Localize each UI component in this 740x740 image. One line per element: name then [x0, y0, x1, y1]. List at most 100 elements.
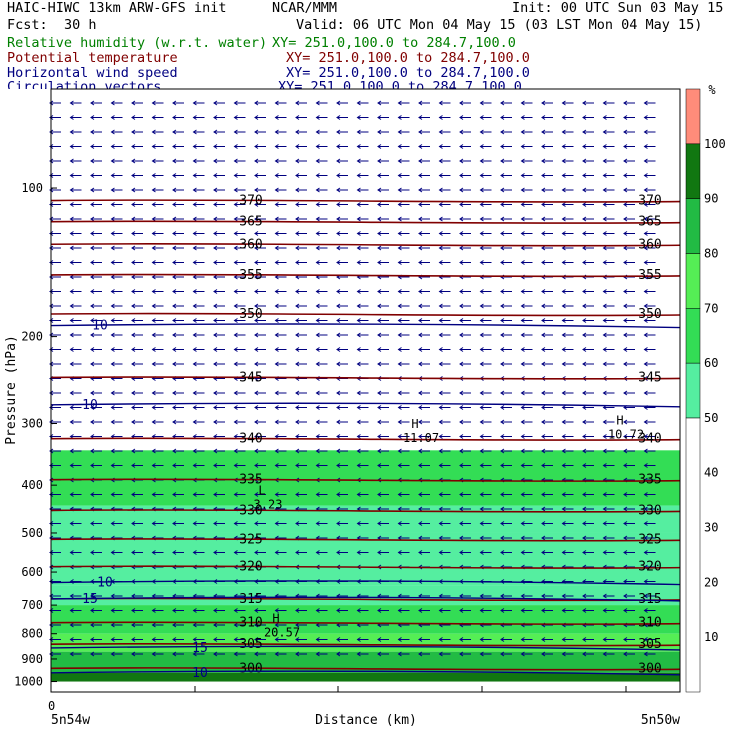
- wind-vector-head: [131, 448, 136, 454]
- theta-contour-label: 300: [638, 661, 661, 676]
- wind-vector-head: [110, 100, 115, 106]
- wind-vector-head: [623, 100, 628, 106]
- wind-vector-head: [500, 245, 505, 251]
- wind-vector-head: [192, 231, 197, 236]
- wind-vector-head: [418, 144, 423, 149]
- wind-vector-head: [172, 550, 177, 555]
- wind-vector-head: [213, 216, 218, 222]
- wind-vector-head: [233, 361, 238, 367]
- theta-contour-label: 360: [239, 237, 262, 252]
- wind-vector-head: [500, 289, 505, 294]
- wind-vector-head: [315, 637, 320, 642]
- wind-vector-head: [623, 637, 628, 642]
- wind-vector-head: [336, 115, 341, 120]
- wind-vector-head: [254, 260, 259, 265]
- wind-vector-head: [172, 144, 177, 149]
- wind-vector-head: [49, 637, 54, 642]
- wind-vector-head: [90, 173, 95, 178]
- wind-vector-head: [602, 550, 607, 555]
- theta-contour-label: 350: [239, 307, 262, 322]
- wind-vector-head: [295, 260, 300, 265]
- wind-vector-head: [90, 521, 95, 526]
- wind-vector-head: [315, 260, 320, 265]
- extremum-symbol: H: [616, 414, 623, 428]
- theta-contour-label: 355: [638, 268, 661, 283]
- theta-contour: [50, 220, 681, 224]
- wind-vector-head: [233, 303, 238, 309]
- wind-vector-head: [151, 361, 156, 367]
- wind-vector-head: [520, 158, 525, 164]
- theta-contour-label: 330: [239, 503, 262, 518]
- rh-region: [51, 532, 680, 586]
- wind-vector-head: [233, 173, 238, 178]
- wind-vector-head: [131, 521, 136, 526]
- y-tick-label: 900: [21, 652, 43, 666]
- wind-vector-head: [500, 506, 505, 512]
- wind-vector-head: [295, 434, 300, 439]
- wind-vector-head: [418, 187, 423, 193]
- wind-vector-head: [356, 318, 361, 323]
- wind-vector-head: [356, 129, 361, 135]
- wind-vector-head: [274, 651, 279, 657]
- theta-contour: [50, 273, 681, 278]
- wind-vector-head: [397, 448, 402, 454]
- wind-vector-head: [192, 332, 197, 338]
- wind-vector-head: [520, 173, 525, 178]
- wind-vector-head: [295, 245, 300, 251]
- wind-vector-head: [315, 231, 320, 236]
- theta-contour: [50, 478, 681, 483]
- wind-vector-head: [356, 361, 361, 367]
- wind-vector-head: [623, 651, 628, 657]
- wind-vector-head: [315, 187, 320, 193]
- wind-vector-head: [295, 216, 300, 222]
- wind-vector-head: [90, 129, 95, 135]
- wind-vector-head: [49, 434, 54, 439]
- wind-vector-head: [500, 202, 505, 207]
- wind-vector-head: [479, 405, 484, 410]
- wind-vector-head: [131, 318, 136, 323]
- wind-vector-head: [315, 332, 320, 338]
- wind-vector-head: [520, 405, 525, 410]
- wind-vector-head: [131, 405, 136, 410]
- wind-contour: [50, 580, 681, 586]
- wind-vector-head: [254, 216, 259, 222]
- wind-vector-head: [336, 100, 341, 106]
- wind-vector-head: [192, 318, 197, 323]
- wind-contour-label: 10: [82, 398, 98, 413]
- wind-contour-label: 10: [192, 666, 208, 681]
- wind-vector-head: [295, 419, 300, 425]
- wind-vector-head: [479, 535, 484, 541]
- wind-vector-head: [254, 318, 259, 323]
- wind-vector-head: [438, 463, 443, 468]
- wind-vector-head: [315, 158, 320, 164]
- wind-vector-head: [110, 115, 115, 120]
- wind-vector-head: [602, 448, 607, 454]
- wind-vector-head: [254, 100, 259, 106]
- wind-vector-head: [233, 390, 238, 396]
- wind-vector-head: [151, 100, 156, 106]
- wind-vector-head: [438, 434, 443, 439]
- wind-vector-head: [500, 535, 505, 541]
- wind-vector-head: [49, 202, 54, 207]
- wind-vector-head: [397, 651, 402, 657]
- wind-vector-head: [602, 158, 607, 164]
- wind-vector-head: [254, 173, 259, 178]
- wind-vector-head: [438, 637, 443, 642]
- wind-vector-head: [233, 158, 238, 164]
- wind-vector-head: [643, 448, 648, 454]
- wind-vector-head: [541, 637, 546, 642]
- wind-vector-head: [49, 289, 54, 294]
- wind-vector-head: [561, 405, 566, 410]
- wind-contour-label: 15: [192, 641, 208, 656]
- wind-vector-head: [172, 521, 177, 526]
- wind-vector-head: [397, 390, 402, 396]
- wind-vector-head: [561, 231, 566, 236]
- wind-vector-head: [602, 216, 607, 222]
- wind-vector-head: [90, 274, 95, 280]
- wind-vector-head: [520, 506, 525, 512]
- wind-vector-head: [213, 129, 218, 135]
- wind-vector-head: [561, 608, 566, 613]
- theta-field-xy: XY= 251.0,100.0 to 284.7,100.0: [286, 50, 530, 66]
- wind-vector-head: [233, 405, 238, 410]
- y-axis: 100 200 300 400 500 600 700 800 900 1000: [14, 181, 57, 689]
